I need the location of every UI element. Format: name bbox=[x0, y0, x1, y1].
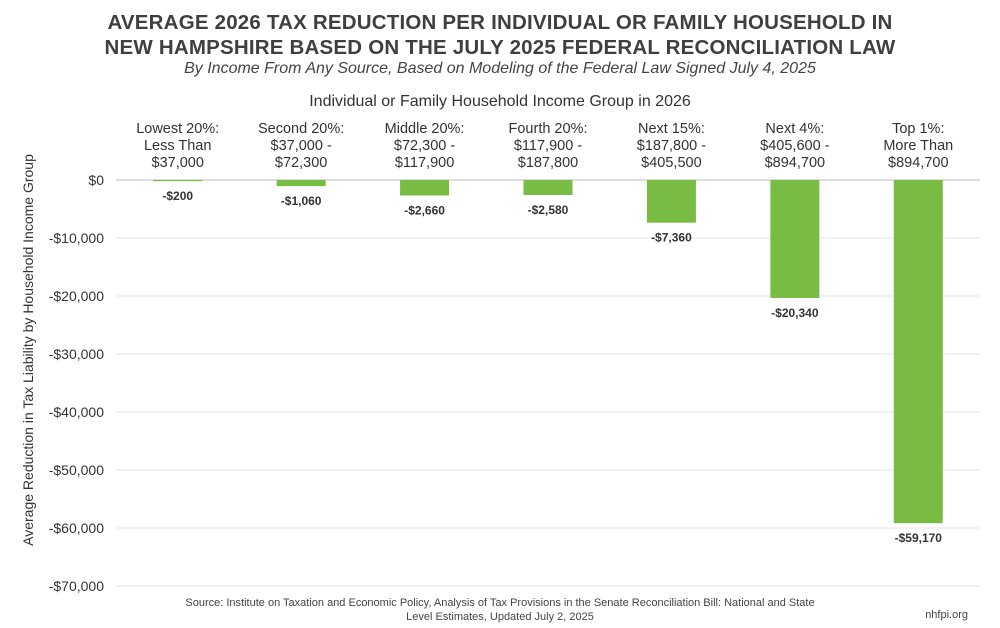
source-line-2: Level Estimates, Updated July 2, 2025 bbox=[406, 611, 594, 623]
category-label: $405,500 bbox=[641, 155, 701, 171]
category-label: Middle 20%: bbox=[385, 121, 465, 137]
y-tick-label: -$60,000 bbox=[49, 520, 104, 536]
credit-text: nhfpi.org bbox=[925, 609, 968, 621]
category-label: $72,300 - bbox=[394, 138, 455, 154]
category-label: Next 15%: bbox=[638, 121, 705, 137]
y-tick-label: -$10,000 bbox=[49, 230, 104, 246]
y-tick-label: $0 bbox=[88, 172, 104, 188]
chart-title-line-2: NEW HAMPSHIRE BASED ON THE JULY 2025 FED… bbox=[104, 36, 896, 59]
data-label: -$2,580 bbox=[528, 203, 569, 217]
category-label: $37,000 - bbox=[271, 138, 332, 154]
category-label: $117,900 - bbox=[514, 138, 582, 154]
category-label: More Than bbox=[883, 138, 953, 154]
data-label: -$1,060 bbox=[281, 194, 322, 208]
source-note: Source: Institute on Taxation and Econom… bbox=[0, 596, 1000, 624]
category-label: $187,800 bbox=[518, 155, 578, 171]
source-line-1: Source: Institute on Taxation and Econom… bbox=[185, 597, 815, 609]
category-label: $894,700 bbox=[765, 155, 825, 171]
category-label: Less Than bbox=[144, 138, 211, 154]
y-tick-label: -$50,000 bbox=[49, 462, 104, 478]
category-label: Top 1%: bbox=[892, 121, 944, 137]
category-label: Second 20%: bbox=[258, 121, 344, 137]
category-label: Lowest 20%: bbox=[136, 121, 219, 137]
bar bbox=[646, 180, 696, 223]
y-tick-label: -$20,000 bbox=[49, 288, 104, 304]
data-label: -$2,660 bbox=[404, 203, 445, 217]
y-tick-label: -$70,000 bbox=[49, 578, 104, 594]
chart-title: AVERAGE 2026 TAX REDUCTION PER INDIVIDUA… bbox=[0, 10, 1000, 60]
category-label: $72,300 bbox=[275, 155, 327, 171]
data-label: -$59,170 bbox=[895, 531, 943, 545]
category-label: $117,900 bbox=[395, 155, 454, 171]
y-tick-label: -$40,000 bbox=[49, 404, 104, 420]
data-label: -$200 bbox=[162, 189, 193, 203]
category-label: $894,700 bbox=[888, 155, 948, 171]
chart-title-line-1: AVERAGE 2026 TAX REDUCTION PER INDIVIDUA… bbox=[107, 11, 893, 34]
category-label: Fourth 20%: bbox=[509, 121, 588, 137]
chart-subtitle: By Income From Any Source, Based on Mode… bbox=[184, 60, 816, 77]
y-tick-label: -$30,000 bbox=[49, 346, 104, 362]
bar bbox=[770, 180, 820, 298]
category-label: $405,600 - bbox=[760, 138, 830, 154]
x-axis-title: Individual or Family Household Income Gr… bbox=[309, 93, 691, 110]
bar bbox=[276, 180, 326, 187]
bar bbox=[400, 180, 450, 196]
category-label: Next 4%: bbox=[765, 121, 824, 137]
bar bbox=[893, 180, 943, 524]
category-label: $37,000 bbox=[152, 155, 204, 171]
category-label: $187,800 - bbox=[637, 138, 707, 154]
bar bbox=[153, 180, 203, 182]
data-label: -$20,340 bbox=[771, 306, 819, 320]
bar bbox=[523, 180, 573, 195]
data-label: -$7,360 bbox=[651, 231, 692, 245]
